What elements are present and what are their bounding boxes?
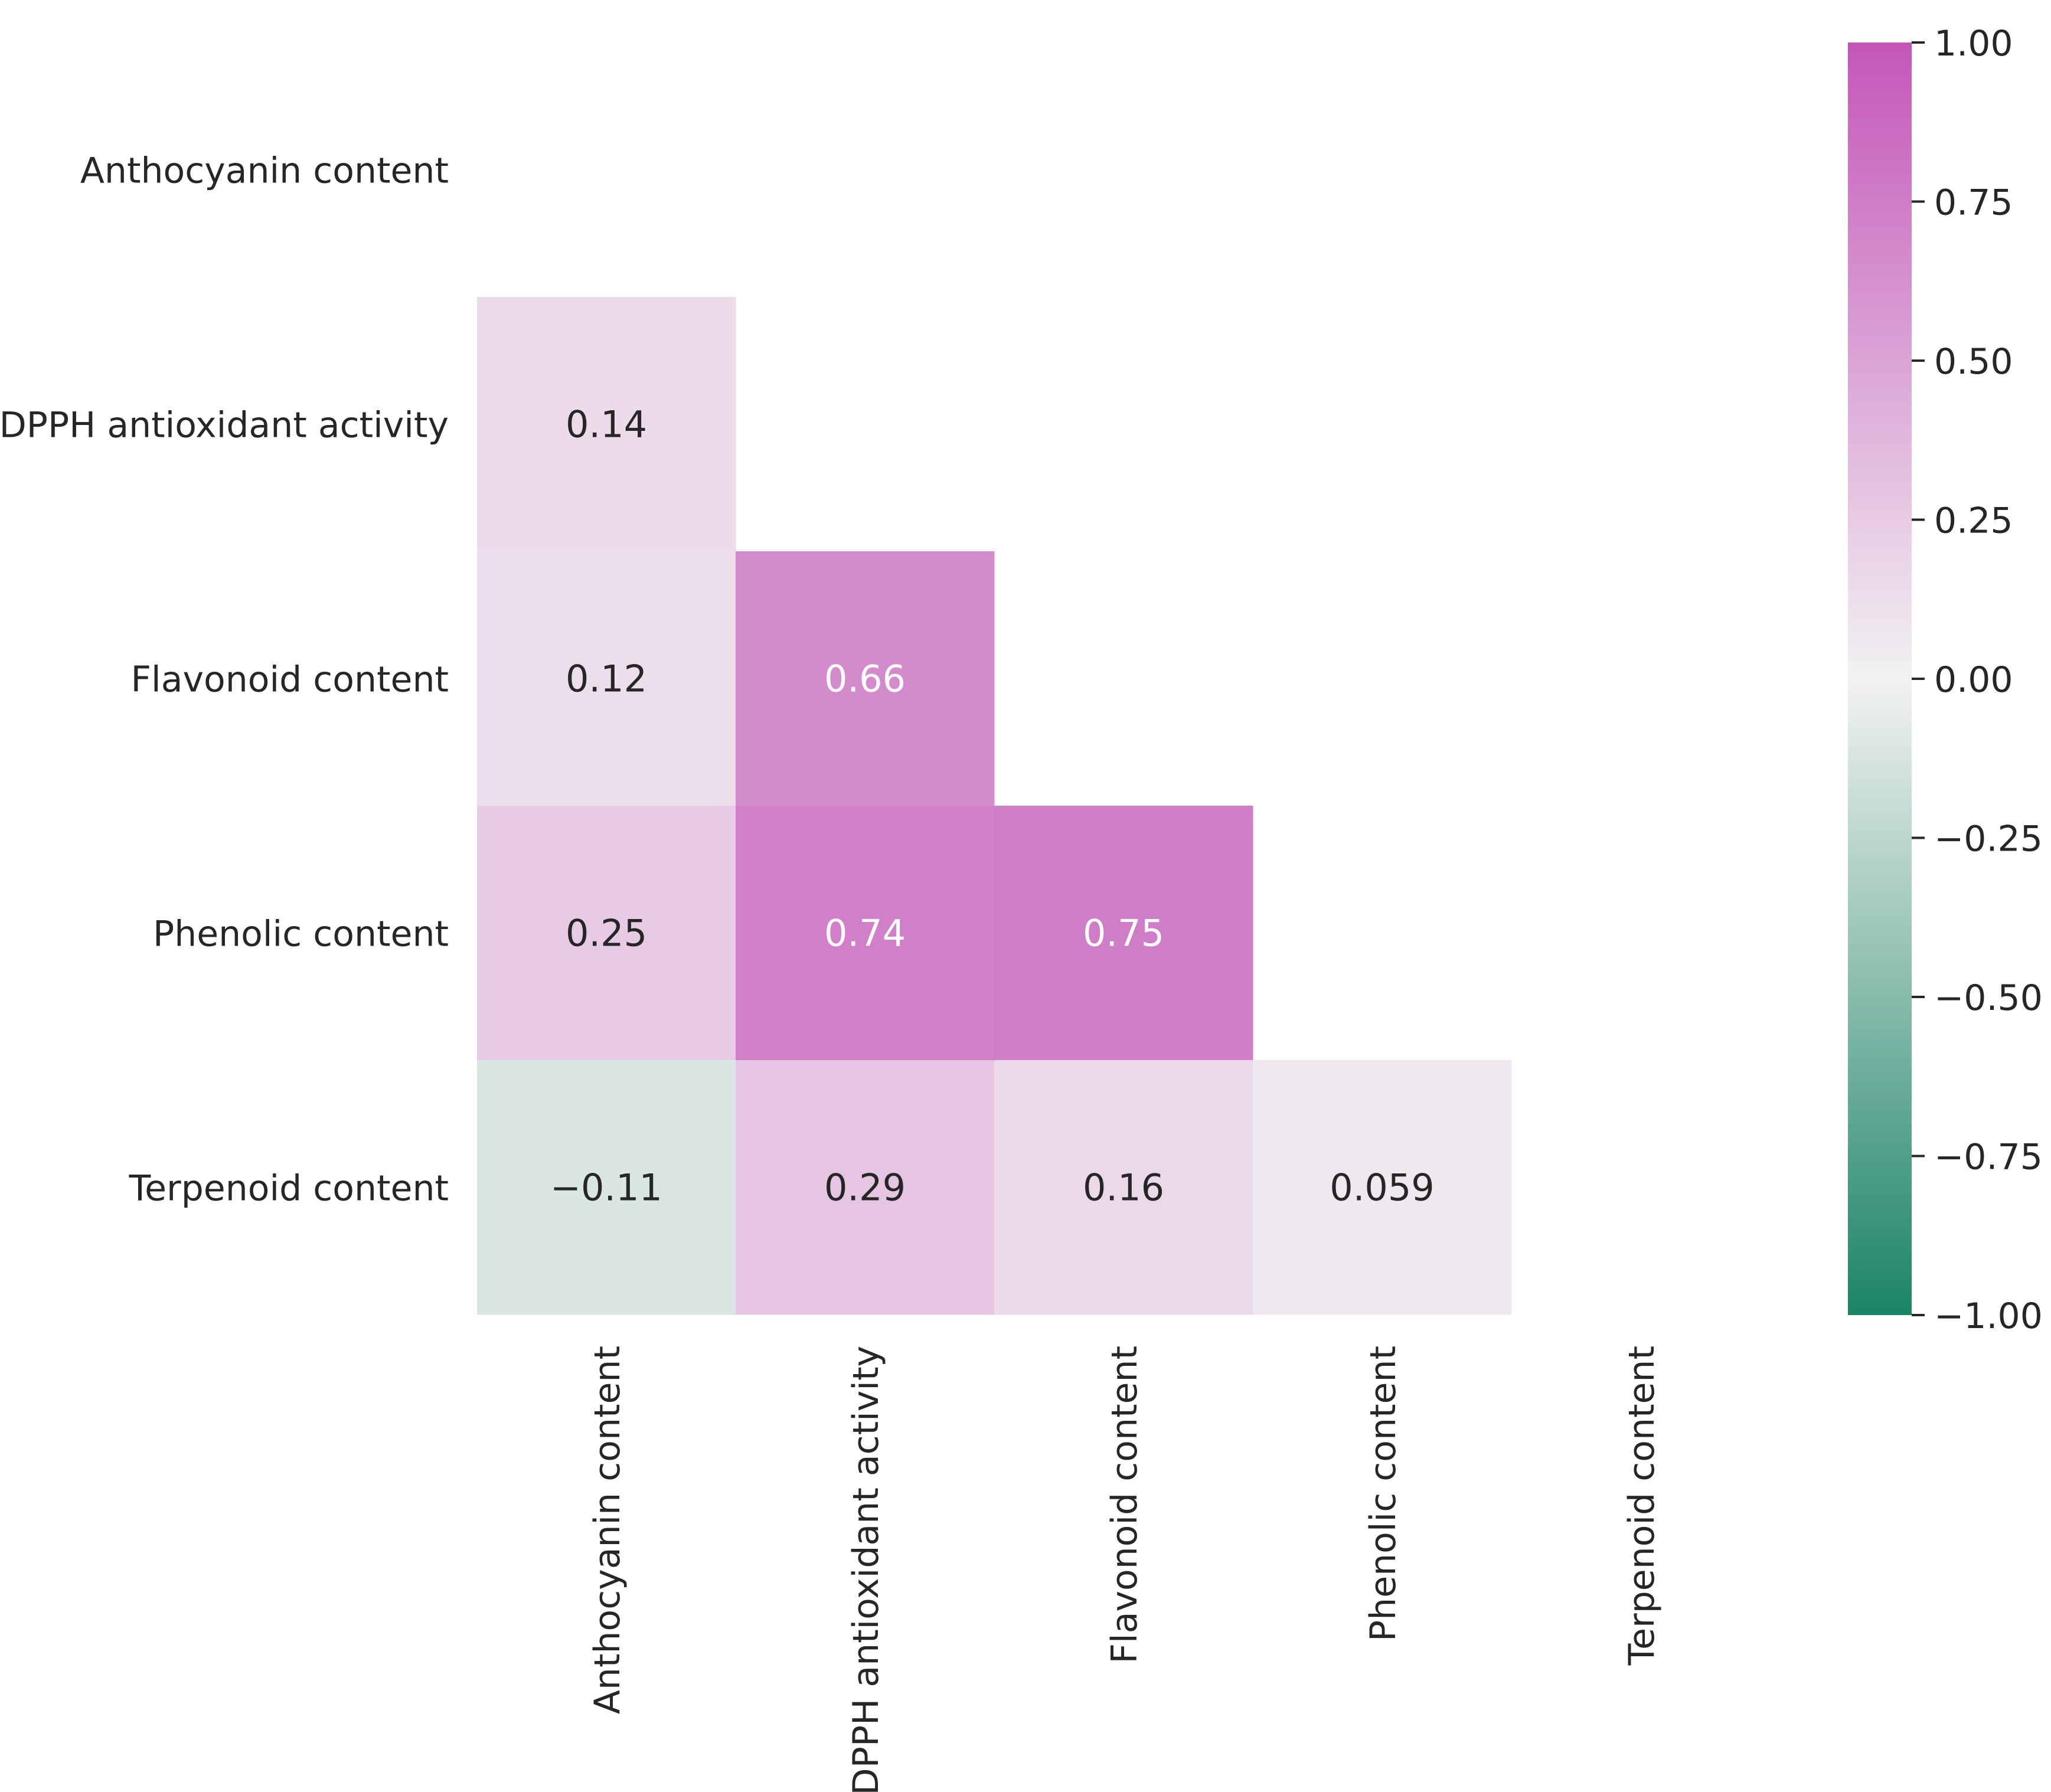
heatmap-cell-r4-c1 <box>736 1060 995 1315</box>
colorbar-tick-label: 0.75 <box>1934 182 2013 224</box>
heatmap-cell-r3-c1 <box>736 806 995 1061</box>
colorbar-tick-label: 0.25 <box>1934 501 2013 542</box>
heatmap-cell-r1-c0 <box>477 297 736 552</box>
cell-value-label-r4-c2: 0.16 <box>1083 1166 1164 1209</box>
cell-value-label-r3-c1: 0.74 <box>824 912 906 955</box>
x-axis-tick-labels: Anthocyanin content DPPH antioxidant acti… <box>587 1346 1663 1792</box>
cell-value-label-r2-c0: 0.12 <box>566 658 647 701</box>
cell-value-label-r4-c0: −0.11 <box>550 1166 662 1209</box>
cell-value-label-r3-c0: 0.25 <box>566 912 647 955</box>
y-tick-label: DPPH antioxidant activity <box>0 405 449 446</box>
y-tick-label: Anthocyanin content <box>80 151 449 192</box>
x-tick-label: Phenolic content <box>1363 1346 1404 1641</box>
cell-value-label-r4-c1: 0.29 <box>824 1166 906 1209</box>
x-tick-label: Anthocyanin content <box>587 1346 628 1714</box>
y-tick-label: Phenolic content <box>153 914 449 955</box>
y-axis-tick-labels: Anthocyanin content DPPH antioxidant acti… <box>0 151 449 1209</box>
colorbar: 1.00 0.75 0.50 0.25 0.00 −0.25 −0.50 −0.75 −1.00 <box>1848 23 2043 1337</box>
x-tick-label: DPPH antioxidant activity <box>845 1346 887 1792</box>
colorbar-tick-label: −0.50 <box>1934 977 2043 1019</box>
colorbar-tick-label: 1.00 <box>1934 23 2013 64</box>
heatmap-cell-labels: 0.14 0.12 0.66 0.25 0.74 0.75 −0.11 0.29 0.16 0.0… <box>550 403 1435 1209</box>
heatmap-cell-r3-c0 <box>477 806 736 1061</box>
y-tick-label: Terpenoid content <box>129 1168 449 1209</box>
heatmap-cells <box>477 297 1512 1315</box>
cell-value-label-r3-c2: 0.75 <box>1083 912 1164 955</box>
heatmap-cell-r4-c2 <box>994 1060 1253 1315</box>
cell-value-label-r1-c0: 0.14 <box>566 403 647 446</box>
cell-value-label-r4-c3: 0.059 <box>1330 1166 1435 1209</box>
heatmap-cell-r4-c0 <box>477 1060 736 1315</box>
colorbar-tick-label: −0.25 <box>1934 819 2043 860</box>
heatmap-cell-r4-c3 <box>1253 1060 1512 1315</box>
heatmap-cell-r2-c0 <box>477 551 736 806</box>
colorbar-gradient <box>1848 42 1912 1315</box>
colorbar-tick-label: 0.50 <box>1934 341 2013 382</box>
colorbar-tick-label: −0.75 <box>1934 1137 2043 1178</box>
cell-value-label-r2-c1: 0.66 <box>824 658 906 701</box>
x-tick-label: Flavonoid content <box>1104 1346 1145 1663</box>
y-tick-label: Flavonoid content <box>131 659 449 701</box>
heatmap-cell-r2-c1 <box>736 551 995 806</box>
colorbar-tick-label: −1.00 <box>1934 1296 2043 1337</box>
heatmap-cell-r3-c2 <box>994 806 1253 1061</box>
colorbar-tick-label: 0.00 <box>1934 659 2013 701</box>
x-tick-label: Terpenoid content <box>1621 1346 1663 1666</box>
